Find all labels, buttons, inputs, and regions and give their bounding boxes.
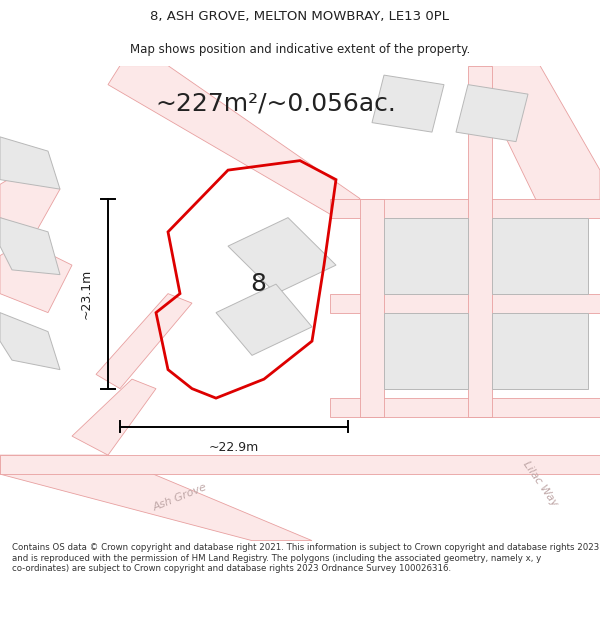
Polygon shape — [468, 66, 492, 417]
Polygon shape — [0, 217, 60, 274]
Polygon shape — [480, 66, 600, 208]
Text: Ash Grove: Ash Grove — [152, 482, 208, 513]
Polygon shape — [384, 312, 468, 389]
Polygon shape — [330, 398, 600, 417]
Polygon shape — [360, 199, 384, 417]
Polygon shape — [0, 137, 60, 189]
Text: Contains OS data © Crown copyright and database right 2021. This information is : Contains OS data © Crown copyright and d… — [12, 543, 599, 573]
Text: 8, ASH GROVE, MELTON MOWBRAY, LE13 0PL: 8, ASH GROVE, MELTON MOWBRAY, LE13 0PL — [151, 10, 449, 23]
Text: Map shows position and indicative extent of the property.: Map shows position and indicative extent… — [130, 42, 470, 56]
Polygon shape — [108, 66, 360, 218]
Text: ~22.9m: ~22.9m — [209, 441, 259, 454]
Polygon shape — [456, 84, 528, 142]
Text: Lilac Way: Lilac Way — [521, 459, 559, 508]
Polygon shape — [330, 294, 600, 312]
Polygon shape — [492, 217, 588, 294]
Polygon shape — [0, 455, 600, 474]
Polygon shape — [492, 312, 588, 389]
Polygon shape — [0, 312, 60, 369]
Polygon shape — [0, 241, 72, 312]
Text: ~23.1m: ~23.1m — [80, 269, 93, 319]
Polygon shape — [216, 284, 312, 356]
Polygon shape — [0, 170, 60, 232]
Text: 8: 8 — [250, 272, 266, 296]
Polygon shape — [330, 199, 600, 217]
Polygon shape — [0, 455, 312, 541]
Polygon shape — [72, 379, 156, 455]
Polygon shape — [228, 217, 336, 294]
Polygon shape — [96, 294, 192, 389]
Polygon shape — [384, 217, 468, 294]
Text: ~227m²/~0.056ac.: ~227m²/~0.056ac. — [155, 92, 397, 116]
Polygon shape — [372, 75, 444, 132]
